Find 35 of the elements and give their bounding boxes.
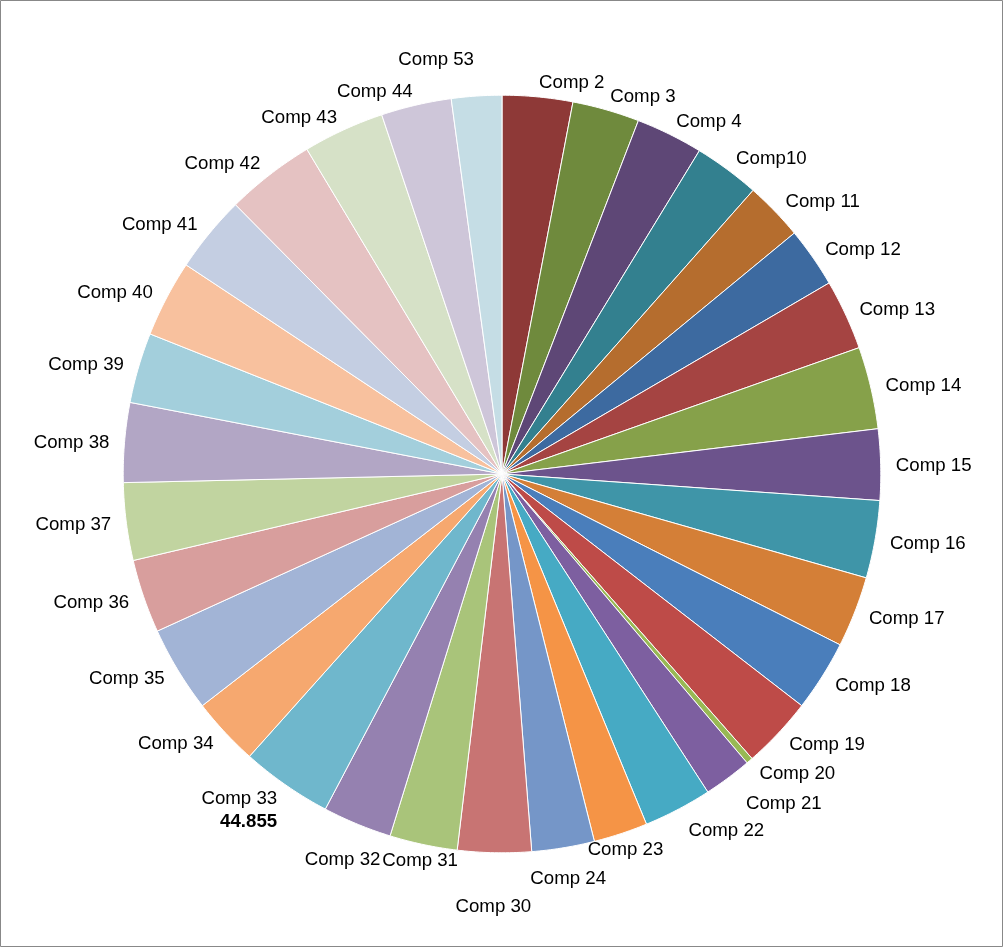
slice-label: Comp 2 bbox=[539, 71, 605, 93]
slice-label: Comp 43 bbox=[261, 105, 338, 127]
data-label: 44.855 bbox=[220, 809, 278, 831]
slice-label: Comp 22 bbox=[688, 819, 765, 841]
slice-label: Comp 38 bbox=[33, 430, 110, 452]
slice-label: Comp 23 bbox=[587, 837, 664, 859]
slice-label: Comp 44 bbox=[336, 79, 413, 101]
slice-label: Comp 14 bbox=[885, 373, 962, 395]
slice-label: Comp 24 bbox=[530, 867, 607, 889]
slice-label: Comp 35 bbox=[88, 667, 165, 688]
slice-label: Comp 31 bbox=[382, 848, 458, 870]
slice-label: Comp 21 bbox=[745, 791, 822, 813]
slice-label: Comp 16 bbox=[890, 531, 966, 553]
slice-label: Comp 15 bbox=[895, 453, 972, 475]
slice-label: Comp 19 bbox=[789, 733, 865, 755]
slice-label: Comp 39 bbox=[48, 352, 124, 374]
slice-label: Comp 32 bbox=[304, 848, 381, 870]
slice-label: Comp 13 bbox=[859, 297, 936, 319]
slice-label: Comp 34 bbox=[137, 731, 214, 753]
slice-label: Comp10 bbox=[736, 146, 807, 168]
slice-label: Comp 36 bbox=[53, 590, 130, 612]
slice-label: Comp 37 bbox=[35, 513, 112, 535]
slice-label: Comp 18 bbox=[835, 673, 911, 695]
slice-label: Comp 53 bbox=[398, 47, 474, 69]
slice-label: Comp 20 bbox=[759, 761, 836, 783]
slice-label: Comp 42 bbox=[184, 152, 261, 174]
slice-label: Comp 33 bbox=[201, 786, 278, 808]
slice-label: Comp 3 bbox=[610, 84, 676, 106]
slice-label: Comp 30 bbox=[455, 895, 532, 917]
slice-label: Comp 17 bbox=[868, 607, 945, 629]
slice-label: Comp 40 bbox=[77, 280, 153, 302]
slice-label: Comp 41 bbox=[121, 213, 198, 235]
slice-label: Comp 12 bbox=[825, 238, 901, 260]
slice-label: Comp 4 bbox=[676, 110, 742, 132]
slice-label: Comp 11 bbox=[785, 189, 860, 211]
